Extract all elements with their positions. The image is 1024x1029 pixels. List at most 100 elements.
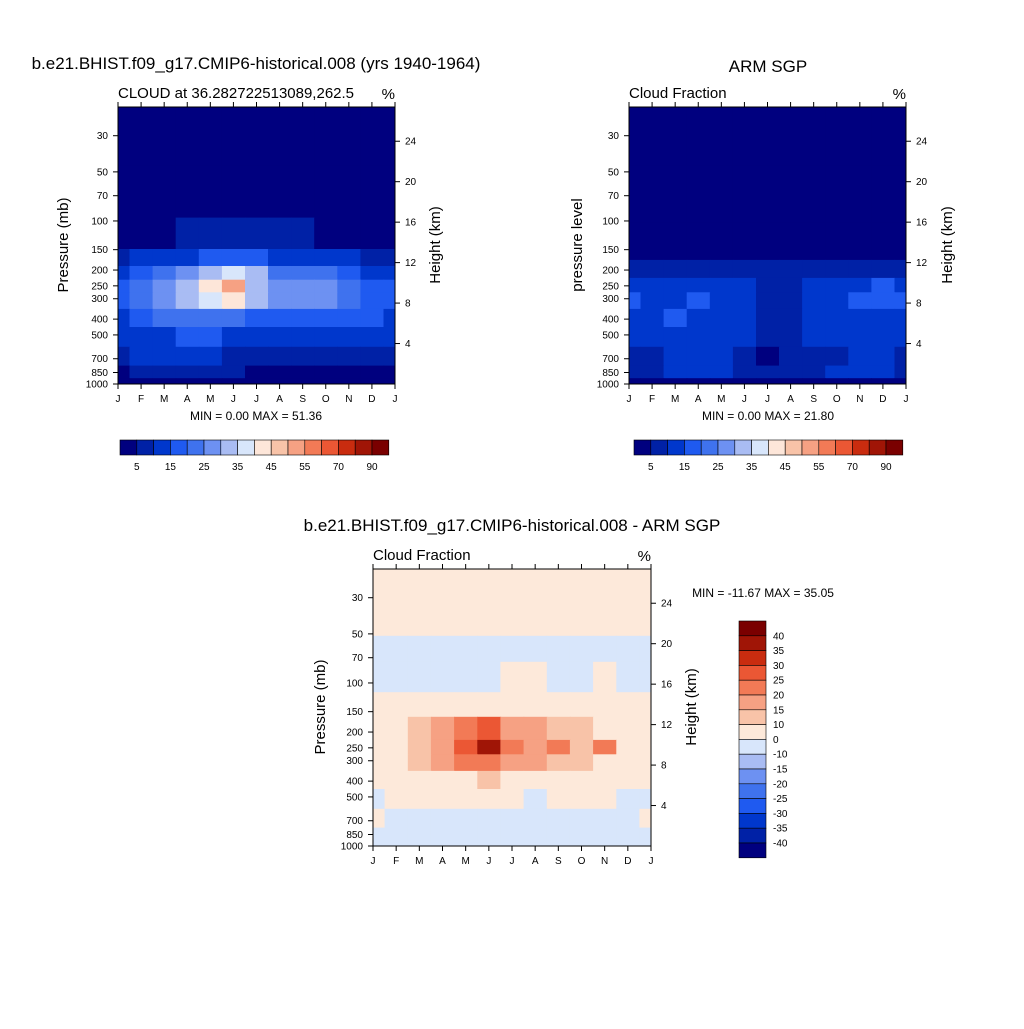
contour-cell [616, 569, 641, 615]
colorbar-label: 15 [773, 705, 785, 716]
colorbar-3: 40 35 30 25 20 15 10 0 -10 -15 -20 -25 -30 -35 -40 [738, 620, 788, 859]
contour-cell [245, 346, 269, 367]
colorbar-swatch [270, 439, 289, 456]
colorbar-swatch [717, 439, 736, 456]
x-tick-label: S [299, 394, 306, 405]
contour-cell [314, 327, 338, 348]
contour-cell [732, 327, 757, 348]
colorbar-swatch [738, 827, 767, 844]
contour-cell [523, 808, 548, 829]
y-tick-label: 100 [346, 678, 363, 689]
colorbar-swatch [304, 439, 322, 456]
contour-cell [268, 308, 292, 328]
contour-cell [546, 716, 571, 741]
contour-cell [383, 165, 395, 219]
height-tick-label: 20 [916, 177, 928, 188]
contour-cell [546, 840, 571, 846]
colorbar-swatch [835, 439, 853, 456]
colorbar-label: -15 [773, 765, 788, 776]
contour-cell [639, 661, 651, 693]
contour-cell [407, 635, 432, 663]
contour-cell [384, 739, 409, 755]
contour-cell [454, 614, 478, 637]
contour-cell [848, 292, 872, 310]
contour-cell [314, 266, 338, 281]
contour-cell [291, 308, 315, 328]
contour-cell [523, 754, 548, 772]
colorbar-swatch [738, 620, 767, 637]
contour-cell [373, 739, 386, 755]
height-tick-label: 4 [405, 339, 411, 350]
contour-cell [871, 277, 896, 293]
contour-cell [454, 808, 478, 829]
contour-cell [360, 292, 385, 310]
contour-cell [593, 770, 617, 790]
contour-cell [732, 292, 757, 310]
colorbar-label: 15 [165, 462, 177, 473]
panel1-ylabel: Pressure (mb) [55, 197, 72, 292]
contour-cell [825, 378, 849, 384]
contour-cell [894, 292, 906, 310]
x-tick-label: D [624, 856, 631, 867]
contour-cell [593, 692, 617, 718]
colorbar-swatch [738, 753, 767, 770]
contour-cell [221, 327, 246, 348]
contour-cell [337, 327, 361, 348]
y-tick-label: 250 [91, 281, 108, 292]
colorbar-swatch [852, 439, 870, 456]
panel3-title: b.e21.BHIST.f09_g17.CMIP6-historical.008… [304, 516, 721, 535]
contour-cell [894, 222, 906, 261]
contour-cell [373, 770, 386, 790]
contour-cell [593, 716, 617, 741]
contour-cell [198, 107, 223, 167]
contour-cell [198, 249, 223, 267]
contour-cell [616, 770, 641, 790]
contour-cell [779, 346, 803, 367]
contour-cell [129, 308, 154, 328]
contour-cell [640, 107, 665, 167]
colorbar-label: 70 [333, 462, 345, 473]
contour-cell [118, 292, 131, 310]
y-tick-label: 300 [602, 294, 619, 305]
x-tick-label: J [486, 856, 491, 867]
contour-cell [407, 692, 432, 718]
contour-cell [802, 308, 826, 328]
x-tick-label: J [254, 394, 259, 405]
contour-cell [756, 327, 780, 348]
contour-cell [314, 249, 338, 267]
contour-cell [314, 308, 338, 328]
contour-cell [639, 569, 651, 615]
contour-cell [129, 107, 154, 167]
y-tick-label: 200 [346, 728, 363, 739]
contour-cell [732, 378, 757, 384]
colorbar-swatch [738, 709, 767, 725]
contour-cell [802, 259, 826, 279]
contour-cell [593, 739, 617, 755]
x-tick-label: J [765, 394, 770, 405]
colorbar-swatch [220, 439, 238, 456]
y-tick-label: 700 [91, 354, 108, 365]
contour-cell [523, 716, 548, 741]
contour-cell [871, 378, 896, 384]
contour-cell [802, 277, 826, 293]
colorbar-1: 5 15 25 35 45 55 70 90 [119, 439, 390, 473]
colorbar-label: 25 [773, 676, 785, 687]
contour-cell [198, 217, 223, 250]
contour-cell [221, 308, 246, 328]
y-tick-label: 150 [602, 245, 619, 256]
contour-cell [663, 327, 688, 348]
contour-cell [639, 789, 651, 810]
x-tick-label: J [904, 394, 909, 405]
contour-cell [709, 292, 734, 310]
contour-cell [825, 308, 849, 328]
contour-cell [629, 346, 642, 367]
contour-cell [221, 217, 246, 250]
contour-cell [732, 277, 757, 293]
contour-cell [569, 789, 594, 810]
contour-cell [523, 614, 548, 637]
contour-cell [129, 365, 154, 379]
contour-cell [629, 222, 642, 261]
contour-cell [640, 259, 665, 279]
x-tick-label: N [345, 394, 352, 405]
contour-cell [663, 292, 688, 310]
